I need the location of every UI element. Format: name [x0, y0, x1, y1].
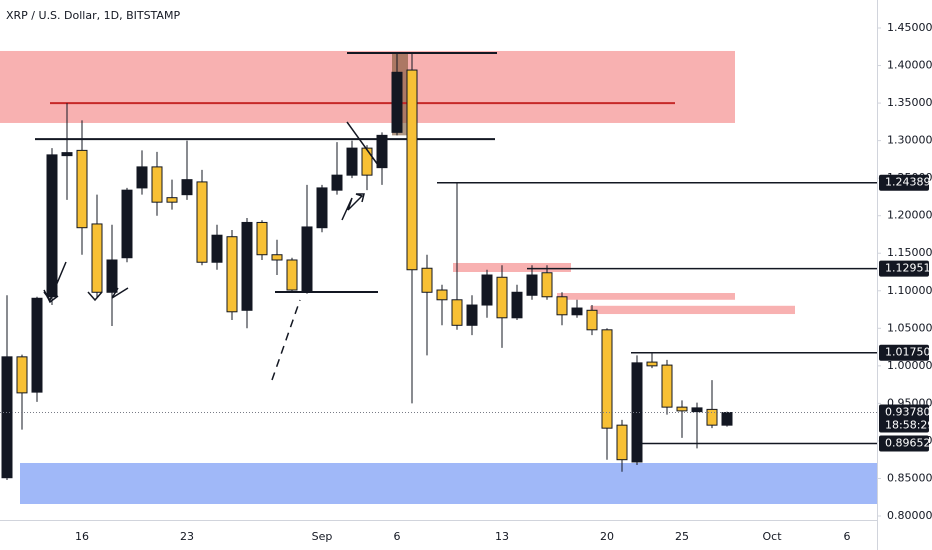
zones [0, 50, 877, 504]
candle-body [121, 189, 133, 259]
candle-body [361, 147, 373, 176]
candle-body [136, 166, 148, 189]
candle-body [316, 187, 328, 229]
candle-body [346, 147, 358, 176]
y-tick-label: 1.05000 [887, 321, 932, 334]
y-tick-label: 0.80000 [887, 509, 932, 522]
chart-title: XRP / U.S. Dollar, 1D, BITSTAMP [6, 9, 180, 22]
price-tag-label: 0.89652 [885, 437, 931, 450]
countdown-label: 18:58:29 [885, 419, 932, 432]
candle-body [541, 272, 553, 298]
candle-body [721, 412, 733, 426]
price-tag-label: 1.01750 [885, 346, 931, 359]
y-tick-label: 1.20000 [887, 209, 932, 222]
y-tick-label: 1.35000 [887, 96, 932, 109]
candle-body [571, 307, 583, 316]
candle-body [1, 356, 13, 479]
y-tick-label: 1.40000 [887, 59, 932, 72]
candle-body [376, 134, 388, 169]
candle-body [406, 69, 418, 271]
x-tick-label: 23 [180, 530, 194, 543]
x-tick-label: 6 [394, 530, 401, 543]
candle-body [421, 267, 433, 293]
candle-body [331, 174, 343, 191]
candles [1, 52, 733, 480]
candle-body [286, 259, 298, 291]
candle-body [691, 407, 703, 413]
candle-body [586, 309, 598, 331]
candle-body [196, 181, 208, 263]
zone [557, 293, 735, 300]
candle-body [496, 276, 508, 319]
candle-body [151, 166, 163, 203]
x-tick-label: 6 [844, 530, 851, 543]
x-tick-label: Oct [762, 530, 782, 543]
candle-body [301, 226, 313, 293]
candle-body [211, 234, 223, 263]
candle-body [556, 296, 568, 316]
y-tick-label: 1.15000 [887, 246, 932, 259]
candle-body [661, 364, 673, 408]
candle-body [676, 406, 688, 412]
zone [0, 50, 735, 123]
arrow-drawing [346, 121, 379, 166]
price-tag [879, 174, 929, 191]
candle-body [61, 152, 73, 157]
candle-body [106, 259, 118, 293]
candle-body [646, 361, 658, 367]
candle-body [436, 289, 448, 301]
x-tick-label: 13 [495, 530, 509, 543]
zone [590, 305, 795, 315]
last-price-tag [879, 404, 929, 433]
x-tick-label: 16 [75, 530, 89, 543]
candle-body [271, 254, 283, 261]
dashed-drawing [271, 299, 301, 381]
arrow-drawing [87, 291, 103, 302]
price-tag [879, 260, 929, 277]
y-tick-label: 1.45000 [887, 21, 932, 34]
x-tick-label: 20 [600, 530, 614, 543]
price-tag [879, 435, 929, 452]
candle-body [451, 299, 463, 326]
candle-body [241, 221, 253, 311]
candle-body [511, 291, 523, 319]
arrow-drawing [111, 287, 129, 299]
candle-body [181, 179, 193, 196]
candle-body [526, 274, 538, 296]
candle-body [166, 197, 178, 203]
drawings [43, 121, 379, 381]
price-tag-label: 1.12951 [885, 262, 931, 275]
candle-body [616, 424, 628, 461]
y-tick-label: 1.00000 [887, 359, 932, 372]
candle-body [466, 304, 478, 326]
candle-body [706, 408, 718, 426]
candle-body [16, 356, 28, 394]
x-tick-label: 25 [675, 530, 689, 543]
y-tick-label: 1.30000 [887, 134, 932, 147]
candle-body [76, 149, 88, 229]
candle-body [31, 297, 43, 393]
candle-body [91, 223, 103, 293]
arrow-drawing [43, 289, 59, 304]
price-tag-label: 1.24389 [885, 176, 931, 189]
x-tick-label: Sep [312, 530, 333, 543]
zone [453, 262, 571, 272]
arrow-drawing [341, 193, 365, 221]
candle-body [391, 71, 403, 133]
price-tag [879, 344, 929, 361]
candle-body [226, 236, 238, 313]
zone [20, 462, 877, 504]
last-price-label: 0.93780 [885, 406, 931, 419]
candle-body [256, 221, 268, 256]
candle-body [481, 274, 493, 306]
y-tick-label: 1.10000 [887, 284, 932, 297]
candle-body [46, 154, 58, 298]
candle-body [601, 329, 613, 429]
y-tick-label: 0.85000 [887, 471, 932, 484]
